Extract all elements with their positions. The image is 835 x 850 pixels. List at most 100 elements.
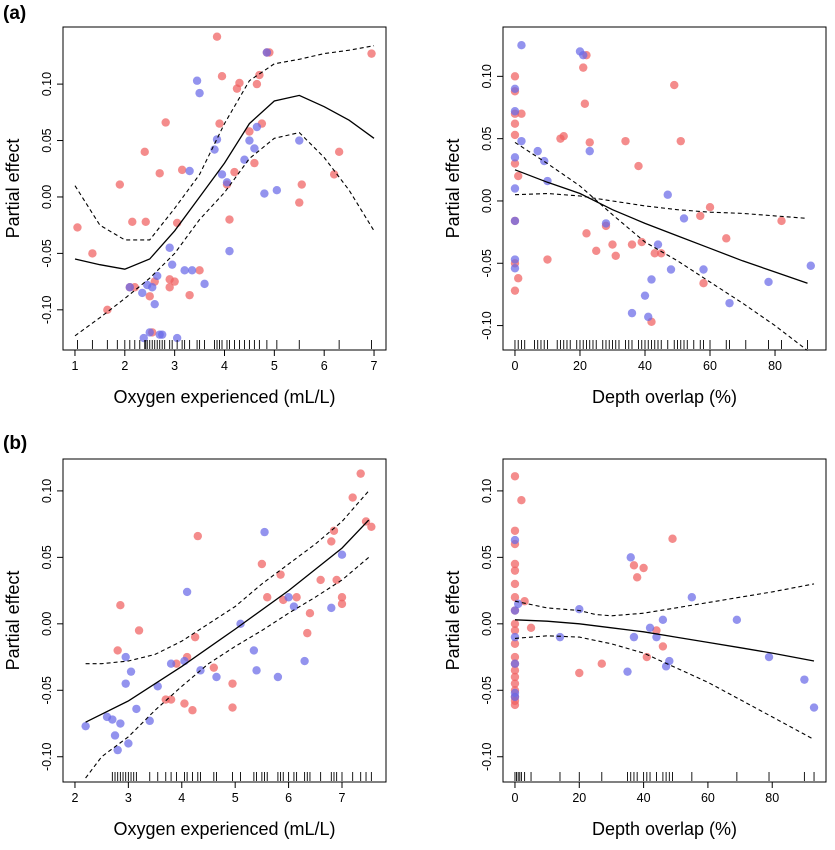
y-tick-label: -0.10 — [480, 311, 494, 340]
x-tick-label: 4 — [221, 359, 228, 373]
ci-lower-line — [514, 141, 808, 351]
data-point-red — [356, 469, 365, 478]
data-point-blue — [809, 703, 819, 712]
data-point-red — [228, 703, 237, 712]
ci-lower-line — [74, 131, 375, 337]
data-point-red — [510, 566, 520, 575]
plots-group: 1 2 3 4 5 6 7 -0.10 -0.05 0.00 0.05 0.10 Oxygen expe… — [3, 26, 827, 839]
data-point-blue — [510, 107, 520, 116]
data-point-red — [510, 526, 520, 535]
data-point-red — [195, 266, 204, 275]
data-point-blue — [510, 264, 520, 273]
x-axis-label: Oxygen experienced (mL/L) — [113, 387, 335, 407]
data-point-red — [361, 517, 371, 526]
data-point-blue — [126, 667, 136, 676]
data-point-red — [611, 251, 620, 260]
data-point-red — [155, 169, 164, 178]
data-point-blue — [180, 266, 189, 275]
data-point-blue — [510, 153, 520, 162]
data-point-blue — [579, 50, 588, 60]
data-point-blue — [166, 659, 176, 668]
data-point-blue — [113, 745, 122, 755]
x-tick-label: 5 — [232, 791, 239, 805]
data-point-red — [263, 593, 272, 602]
y-tick-label: -0.10 — [40, 742, 54, 771]
data-point-red — [705, 202, 715, 212]
data-point-red — [297, 180, 306, 189]
data-point-blue — [663, 190, 672, 199]
data-point-blue — [273, 672, 283, 682]
data-point-red — [348, 493, 357, 502]
y-tick-label: 0.10 — [40, 72, 54, 96]
data-point-red — [257, 559, 267, 569]
y-tick-label: 0.05 — [480, 545, 494, 569]
data-point-red — [658, 642, 668, 651]
fit-line — [74, 94, 375, 270]
data-point-blue — [623, 667, 632, 676]
data-point-red — [629, 561, 639, 570]
data-point-blue — [250, 144, 259, 153]
x-tick-label: 20 — [573, 359, 587, 373]
data-point-blue — [725, 298, 734, 308]
y-tick-label: -0.05 — [40, 239, 54, 268]
y-tick-label: 0.05 — [40, 545, 54, 569]
x-tick-label: 3 — [125, 791, 132, 805]
data-point-red — [632, 573, 642, 582]
data-point-blue — [121, 652, 130, 662]
data-point-red — [510, 130, 520, 140]
ci-upper-line — [514, 583, 815, 617]
data-point-blue — [585, 146, 594, 156]
data-point-red — [510, 72, 520, 81]
data-point-blue — [666, 265, 676, 274]
data-point-blue — [108, 715, 117, 724]
x-tick-label: 3 — [171, 359, 178, 373]
data-point-red — [634, 161, 643, 171]
x-tick-label: 6 — [321, 359, 328, 373]
data-point-red — [103, 305, 112, 315]
data-point-red — [188, 706, 197, 715]
data-point-blue — [236, 619, 245, 629]
data-point-red — [177, 165, 187, 175]
data-point-red — [517, 496, 526, 505]
data-point-red — [217, 72, 227, 81]
data-point-red — [510, 119, 520, 128]
x-axis-label: Oxygen experienced (mL/L) — [113, 819, 335, 839]
data-point-red — [559, 131, 568, 141]
data-point-red — [696, 211, 705, 221]
ci-upper-line — [514, 192, 808, 219]
data-point-blue — [81, 721, 90, 731]
data-point-red — [215, 119, 224, 128]
x-tick-label: 60 — [703, 359, 717, 373]
data-point-blue — [533, 146, 542, 156]
data-point-blue — [665, 656, 674, 666]
data-point-blue — [699, 265, 708, 274]
data-point-blue — [185, 166, 194, 176]
plot-frame — [502, 458, 827, 783]
data-point-red — [212, 32, 222, 41]
data-point-blue — [262, 48, 272, 57]
plot-a-depth: 0 20 40 60 80 -0.10 -0.05 0.00 0.05 0.10 Depth ove… — [443, 26, 827, 407]
data-point-blue — [212, 672, 221, 682]
y-axis-label: Partial effect — [443, 571, 463, 671]
data-point-blue — [110, 731, 120, 740]
data-point-blue — [806, 261, 815, 270]
data-point-blue — [510, 659, 520, 668]
data-point-red — [510, 700, 520, 710]
data-point-red — [621, 136, 630, 146]
data-point-blue — [289, 602, 299, 611]
data-point-blue — [150, 299, 159, 309]
data-point-red — [292, 593, 301, 602]
plot-b-depth: 0 20 40 60 80 -0.10 -0.05 0.00 0.05 0.10 Depth ove… — [443, 458, 827, 839]
data-point-red — [585, 138, 594, 147]
data-point-red — [367, 522, 376, 531]
data-point-blue — [555, 632, 565, 642]
data-point-blue — [575, 605, 584, 614]
data-point-red — [510, 679, 520, 688]
x-tick-label: 40 — [637, 791, 651, 805]
x-tick-label: 80 — [768, 359, 782, 373]
data-point-blue — [125, 283, 134, 292]
data-point-red — [134, 626, 144, 635]
x-tick-label: 7 — [339, 791, 346, 805]
x-tick-label: 40 — [638, 359, 652, 373]
